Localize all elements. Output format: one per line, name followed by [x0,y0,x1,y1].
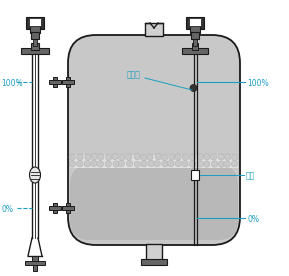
Bar [182,48,208,54]
Circle shape [190,84,197,92]
Circle shape [147,154,153,160]
Circle shape [161,154,168,160]
Circle shape [126,160,133,167]
Circle shape [85,154,91,160]
Bar [62,206,74,210]
Bar [53,203,57,213]
Circle shape [155,153,162,160]
Circle shape [197,161,203,167]
Bar [33,38,37,46]
Bar [66,77,70,87]
Circle shape [97,161,103,167]
Circle shape [91,160,97,166]
Text: 液面: 液面 [246,171,255,181]
Circle shape [162,161,168,167]
Circle shape [69,161,75,167]
Text: 100%: 100% [1,78,23,87]
Bar [190,26,200,33]
Circle shape [118,160,125,167]
Circle shape [134,161,140,167]
Circle shape [197,154,203,160]
FancyBboxPatch shape [70,165,238,240]
Circle shape [105,161,112,167]
Bar [186,17,204,29]
Circle shape [125,154,132,160]
Circle shape [182,154,189,160]
Circle shape [204,153,210,160]
Bar [29,18,41,26]
Circle shape [225,154,231,160]
Bar [191,32,199,39]
Bar [192,43,198,50]
Circle shape [211,161,218,167]
Circle shape [140,154,147,161]
Circle shape [69,154,75,160]
Circle shape [84,161,90,167]
Bar [191,170,199,180]
Circle shape [112,153,118,160]
Circle shape [189,154,196,161]
Circle shape [77,154,83,160]
Circle shape [168,160,174,167]
Text: 调压孔: 调压孔 [127,70,141,79]
Circle shape [91,153,97,160]
Circle shape [189,161,196,167]
Circle shape [169,154,175,160]
Circle shape [175,154,181,160]
Circle shape [224,161,230,167]
Ellipse shape [29,167,40,183]
Bar [49,80,61,84]
Bar [189,18,201,26]
Bar [49,206,61,210]
Bar [26,17,44,29]
Bar [62,80,74,84]
Circle shape [231,154,238,161]
Bar [145,23,163,36]
Bar [66,203,70,213]
Circle shape [154,160,160,167]
Bar [31,43,39,50]
Circle shape [105,154,112,161]
Circle shape [175,160,181,167]
Circle shape [182,160,188,167]
Bar [30,26,40,33]
Text: 0%: 0% [1,205,13,214]
Bar [193,38,197,46]
Bar [33,265,37,271]
Text: 100%: 100% [247,78,268,87]
Bar [141,259,167,265]
Circle shape [77,160,83,167]
FancyBboxPatch shape [68,35,240,245]
Bar [70,155,238,168]
Bar [25,261,45,265]
Circle shape [203,161,210,167]
Circle shape [134,153,140,160]
Circle shape [218,154,224,160]
Circle shape [113,161,119,167]
Bar [146,244,162,260]
Text: 0%: 0% [247,214,259,224]
Circle shape [210,154,217,160]
Circle shape [141,160,147,167]
Circle shape [97,154,104,160]
Bar [53,77,57,87]
Circle shape [218,161,225,167]
Bar [31,32,39,39]
Bar [32,256,38,264]
Circle shape [119,154,125,161]
Circle shape [148,160,154,166]
Bar [21,48,49,54]
Circle shape [231,161,238,167]
